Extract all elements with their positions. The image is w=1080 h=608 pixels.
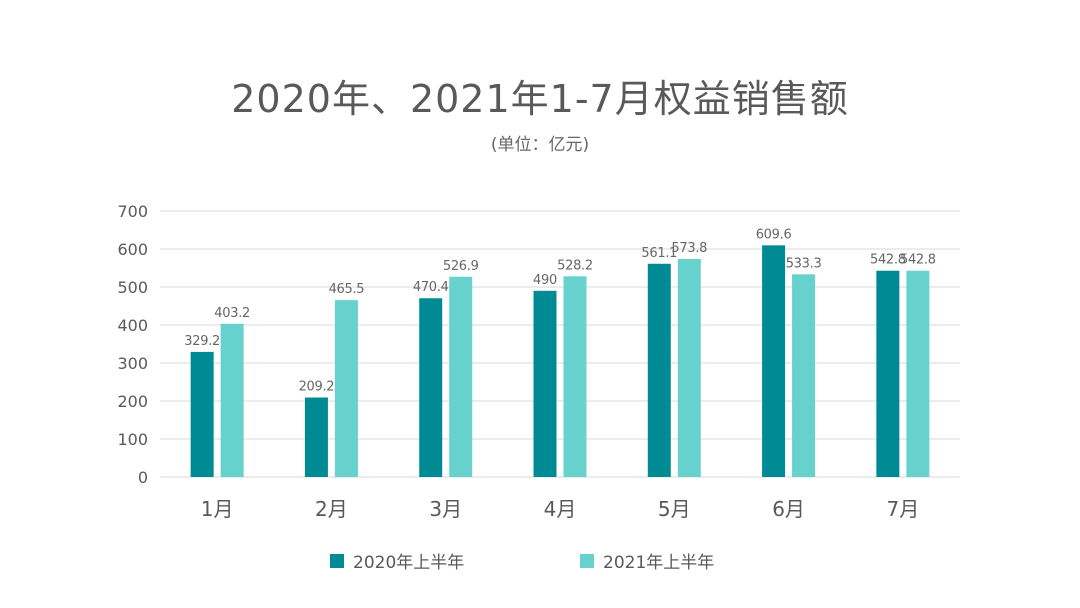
- legend-label-2021: 2021年上半年: [603, 553, 715, 573]
- bar-series0-7: [876, 270, 900, 477]
- x-category-label: 4月: [544, 497, 577, 521]
- data-label: 542.8: [870, 253, 906, 268]
- bar-series0-1: [190, 351, 214, 477]
- legend-item-2021: 2021年上半年: [580, 548, 714, 573]
- bar-series1-7: [906, 270, 930, 477]
- legend-swatch-2021: [580, 553, 594, 568]
- data-label: 542.8: [900, 253, 936, 268]
- y-axis-ticks: 0 100 200 300 400 500 600 700: [117, 202, 148, 487]
- bar-series0-2: [304, 397, 328, 477]
- x-category-label: 5月: [658, 497, 691, 521]
- bar-series0-6: [762, 245, 786, 477]
- bar-series1-3: [449, 276, 473, 477]
- bar-series1-2: [334, 300, 358, 477]
- data-label: 609.6: [756, 227, 792, 242]
- data-label: 490: [533, 273, 557, 288]
- y-tick-label: 600: [117, 240, 148, 259]
- bar-series1-1: [220, 323, 244, 477]
- grid-lines: [160, 210, 960, 478]
- y-tick-label: 700: [117, 202, 148, 221]
- data-label: 561.1: [641, 246, 677, 261]
- data-label: 209.2: [299, 380, 335, 395]
- x-category-label: 2月: [315, 497, 348, 521]
- y-tick-label: 400: [117, 316, 148, 335]
- x-category-label: 1月: [201, 497, 234, 521]
- y-tick-label: 100: [117, 430, 148, 449]
- y-tick-label: 500: [117, 278, 148, 297]
- chart-subtitle: (单位：亿元): [490, 135, 590, 155]
- bar-series1-5: [677, 258, 701, 477]
- bar-series0-3: [419, 298, 443, 477]
- data-label: 528.2: [557, 258, 593, 273]
- data-label: 470.4: [413, 280, 449, 295]
- legend-label-2020: 2020年上半年: [353, 553, 465, 573]
- bar-series0-5: [647, 263, 671, 477]
- data-label: 403.2: [214, 306, 250, 321]
- data-label: 573.8: [671, 241, 707, 256]
- data-label: 526.9: [443, 259, 479, 274]
- x-category-label: 7月: [886, 497, 919, 521]
- legend-swatch-2020: [330, 553, 344, 568]
- x-category-label: 6月: [772, 497, 805, 521]
- bar-series1-6: [792, 274, 816, 477]
- legend: 2020年上半年 2021年上半年: [0, 548, 1080, 573]
- y-tick-label: 300: [117, 354, 148, 373]
- bars: [190, 245, 930, 477]
- data-label: 329.2: [184, 334, 220, 349]
- y-tick-label: 200: [117, 392, 148, 411]
- x-category-label: 3月: [429, 497, 462, 521]
- legend-item-2020: 2020年上半年: [330, 548, 464, 573]
- bar-series1-4: [563, 276, 587, 477]
- data-label: 465.5: [329, 282, 365, 297]
- chart-title: 2020年、2021年1-7月权益销售额: [231, 77, 849, 121]
- bar-series0-4: [533, 290, 557, 477]
- x-axis-categories: 1月 2月 3月 4月 5月 6月 7月: [201, 497, 919, 521]
- data-label: 533.3: [786, 256, 822, 271]
- y-tick-label: 0: [138, 468, 148, 487]
